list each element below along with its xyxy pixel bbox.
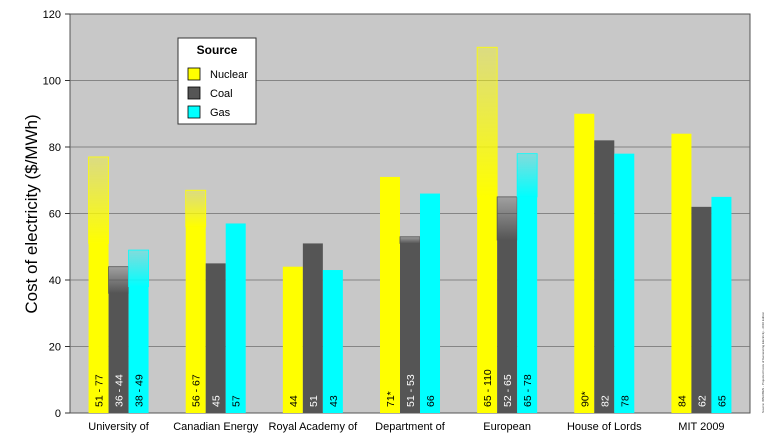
- bar-coal: [691, 206, 712, 413]
- bar-value-label: 43: [328, 395, 340, 407]
- y-tick-label: 60: [49, 209, 61, 221]
- bar-coal: [108, 293, 129, 413]
- bar-value-label: 36 - 44: [114, 374, 126, 407]
- bar-coal-range: [399, 236, 421, 244]
- x-tick-label: House of Lords: [567, 421, 642, 433]
- y-tick-label: 120: [43, 9, 61, 21]
- bar-value-label: 44: [288, 395, 300, 407]
- bar-nuclear-range: [88, 156, 109, 244]
- bar-gas-range: [516, 153, 538, 198]
- legend-swatch: [187, 67, 201, 81]
- bar-nuclear: [282, 266, 303, 413]
- bar-coal: [205, 263, 226, 413]
- bar-value-label: 71*: [385, 391, 397, 407]
- bar-gas: [225, 223, 246, 413]
- bar-nuclear: [477, 196, 498, 413]
- bar-value-label: 51: [308, 395, 320, 407]
- bar-coal: [594, 140, 615, 413]
- x-tick-label: Canadian Energy: [173, 421, 259, 433]
- y-tick-label: 0: [55, 408, 61, 420]
- bar-value-label: 51 - 53: [405, 374, 417, 407]
- y-tick-label: 100: [43, 76, 61, 88]
- bar-value-label: 65: [716, 395, 728, 407]
- bar-gas-range: [128, 249, 149, 288]
- bar-gas: [420, 193, 440, 413]
- x-tick-label: University of: [88, 421, 149, 433]
- x-tick-label: MIT 2009: [678, 421, 724, 433]
- source-note: Source: WNA/BEN - Projected Costs of Gen…: [761, 312, 765, 413]
- bar-coal: [302, 243, 323, 413]
- legend: Source Nuclear Coal Gas: [177, 37, 257, 125]
- y-tick-label: 40: [49, 275, 61, 287]
- bar-nuclear: [88, 243, 109, 413]
- bar-value-label: 56 - 67: [191, 374, 203, 407]
- bar-nuclear: [671, 133, 692, 413]
- bar-gas: [128, 286, 149, 413]
- bar-value-label: 38 - 49: [134, 374, 146, 407]
- bar-nuclear-range: [185, 189, 207, 228]
- bar-value-label: 65 - 110: [482, 369, 494, 407]
- bar-value-label: 45: [211, 395, 223, 407]
- bar-value-label: 84: [676, 395, 688, 407]
- bar-nuclear: [185, 226, 206, 413]
- bar-value-label: 82: [599, 395, 611, 407]
- x-axis: University of Canadian Energy Royal Academ…: [88, 421, 724, 433]
- bar-value-label: 51 - 77: [94, 374, 106, 407]
- y-tick-label: 20: [49, 342, 61, 354]
- bar-value-label: 66: [425, 395, 437, 407]
- x-tick-label: Royal Academy of: [269, 421, 359, 433]
- bar-value-label: 65 - 78: [522, 374, 534, 407]
- bar-nuclear: [574, 113, 595, 413]
- legend-swatch: [187, 86, 201, 100]
- bar-value-label: 52 - 65: [502, 374, 514, 407]
- legend-label: Gas: [210, 107, 231, 119]
- y-tick-label: 80: [49, 142, 61, 154]
- bar-value-label: 90*: [579, 391, 591, 407]
- bar-gas: [517, 196, 538, 413]
- bar-gas: [711, 196, 732, 413]
- bar-gas: [614, 153, 635, 413]
- bar-value-label: 57: [231, 395, 243, 407]
- legend-label: Nuclear: [210, 69, 248, 81]
- bar-coal: [400, 243, 420, 413]
- bar-coal: [497, 240, 518, 413]
- bar-nuclear: [380, 176, 400, 413]
- x-tick-label: European: [483, 421, 531, 433]
- legend-title: Source: [197, 43, 238, 57]
- bars: 51 - 77 36 - 44 38 - 49 56 - 67 45 57 44 51 43 71…: [88, 46, 732, 413]
- bar-gas: [322, 270, 343, 413]
- bar-coal-range: [108, 266, 129, 294]
- bar-nuclear-range: [476, 46, 498, 198]
- x-tick-label: Department of: [375, 421, 446, 433]
- legend-label: Coal: [210, 88, 233, 100]
- bar-value-label: 78: [619, 395, 631, 407]
- bar-value-label: 62: [696, 395, 708, 407]
- y-axis-label: Cost of electricity ($/MWh): [22, 114, 41, 313]
- bar-coal-range: [496, 196, 518, 241]
- legend-swatch: [187, 105, 201, 119]
- y-axis: 0 20 40 60 80 100 120: [43, 9, 70, 420]
